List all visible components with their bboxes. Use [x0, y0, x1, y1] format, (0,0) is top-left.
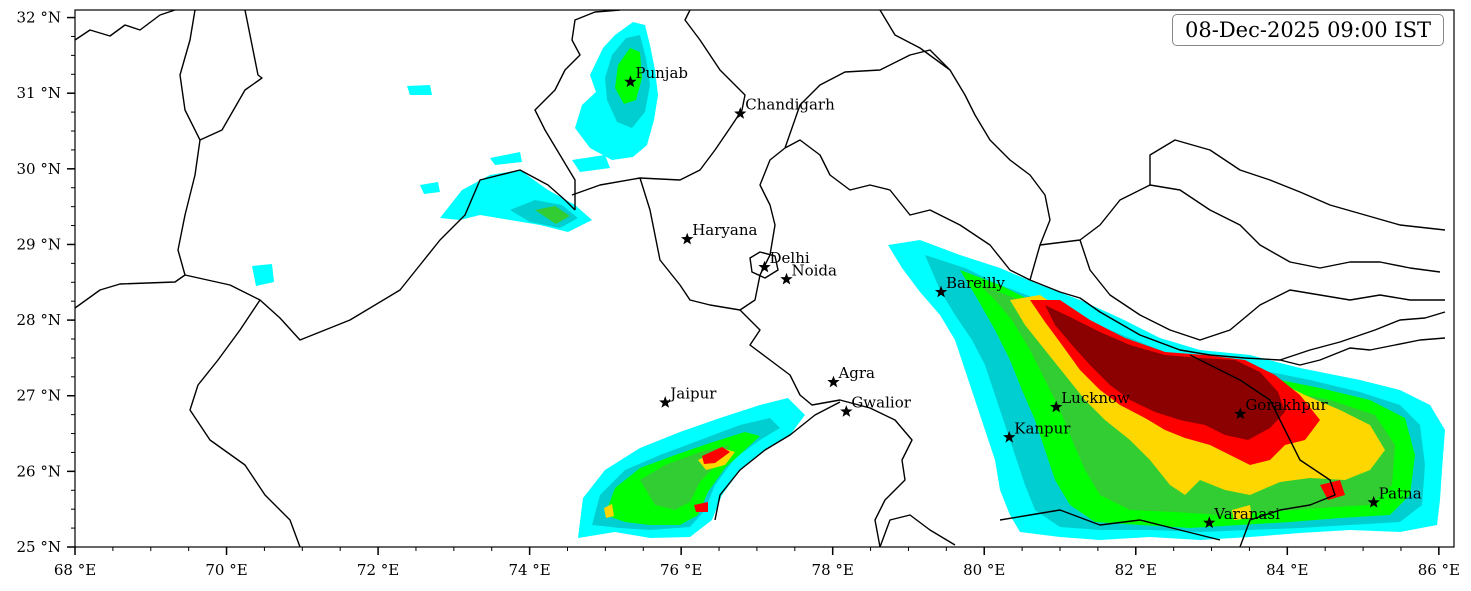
bihar-north — [1279, 337, 1446, 366]
city-star-icon — [758, 260, 771, 273]
nepal-internal-3 — [1149, 139, 1446, 231]
tibet-border — [879, 10, 951, 71]
precip-yellow-east-2 — [1330, 440, 1358, 462]
y-tick-label: 28 °N — [17, 311, 61, 329]
city-star-icon — [780, 272, 793, 285]
punjab-border — [534, 10, 621, 210]
chhattisgarh-border — [999, 509, 1221, 541]
x-tick-label: 70 °E — [205, 561, 247, 579]
precip-cyan-bit-4 — [252, 264, 274, 286]
city-star-icon — [1234, 407, 1247, 420]
precip-yellow-sw-2 — [604, 504, 614, 518]
city-label: Bareilly — [946, 274, 1005, 292]
haryana-border — [639, 139, 1031, 311]
city-label: Gwalior — [851, 394, 911, 412]
x-tick-label: 76 °E — [660, 561, 702, 579]
y-tick-label: 27 °N — [17, 387, 61, 405]
precip-cyan-bit-3 — [572, 155, 610, 172]
precip-cyan-bit-5 — [407, 85, 432, 95]
city-label: Lucknow — [1061, 389, 1130, 407]
city-label: Delhi — [770, 249, 810, 267]
x-tick-label: 86 °E — [1418, 561, 1460, 579]
precip-cyan-bit-2 — [490, 152, 522, 165]
mp-south-border — [879, 514, 956, 547]
state-border-gujarat — [189, 299, 301, 547]
city-star-icon — [1367, 495, 1380, 508]
city-label: Jaipur — [668, 385, 717, 403]
country-border-west-2 — [177, 10, 576, 341]
city-star-icon — [827, 375, 840, 388]
precip-green-strip — [535, 206, 570, 224]
x-tick-label: 74 °E — [508, 561, 550, 579]
x-tick-label: 82 °E — [1115, 561, 1157, 579]
city-label: Patna — [1379, 484, 1422, 502]
precip-darkred-east — [1045, 305, 1285, 440]
city-label: Gorakhpur — [1245, 396, 1328, 414]
precipitation-field — [252, 22, 1445, 540]
y-tick-label: 32 °N — [17, 9, 61, 27]
city-star-icon — [1203, 516, 1216, 529]
uttarakhand-border — [784, 49, 1051, 281]
nepal-internal-2 — [1079, 239, 1445, 341]
up-bihar-border — [1189, 354, 1336, 547]
y-tick-label: 30 °N — [17, 160, 61, 178]
x-tick-label: 84 °E — [1266, 561, 1308, 579]
city-label: Kanpur — [1014, 419, 1071, 437]
x-tick-label: 78 °E — [812, 561, 854, 579]
precip-yellow-east-3 — [1232, 505, 1252, 520]
y-tick-label: 25 °N — [17, 538, 61, 556]
y-tick-label: 31 °N — [17, 84, 61, 102]
city-label: Chandigarh — [745, 96, 835, 114]
boundary-lines — [75, 10, 1446, 547]
axis-ticks: 68 °E 70 °E 72 °E 74 °E 76 °E 78 °E 80 °E 82 °E… — [17, 9, 1460, 579]
country-border-southwest — [75, 274, 186, 309]
city-star-icon — [659, 396, 672, 408]
country-border-kashmir — [199, 10, 263, 141]
city-star-icon — [840, 405, 853, 417]
city-star-icon — [1003, 430, 1016, 443]
precip-cyan-bit-1 — [420, 182, 440, 194]
city-star-icon — [681, 232, 694, 245]
precip-green-punjab — [615, 48, 642, 104]
city-star-icon — [734, 107, 747, 119]
x-tick-label: 80 °E — [963, 561, 1005, 579]
city-label: Agra — [837, 364, 875, 382]
timestamp-label: 08-Dec-2025 09:00 IST — [1172, 14, 1444, 46]
precip-red-east-2 — [1320, 480, 1345, 500]
city-star-icon — [934, 285, 948, 298]
city-label: Noida — [791, 261, 837, 279]
city-star-icon — [624, 75, 637, 88]
y-tick-label: 29 °N — [17, 235, 61, 253]
x-tick-label: 72 °E — [357, 561, 399, 579]
city-label: Punjab — [635, 64, 688, 82]
precip-red-sw-2 — [694, 502, 708, 512]
precip-red-sw — [702, 447, 730, 464]
up-west-border — [739, 309, 913, 547]
delhi-border — [749, 251, 779, 279]
nepal-internal-1 — [1039, 184, 1441, 273]
country-border-west — [75, 10, 176, 41]
city-star-icon — [1050, 400, 1063, 413]
nepal-border — [1029, 279, 1446, 361]
rajasthan-mp-border — [714, 401, 841, 521]
city-label: Haryana — [692, 221, 757, 239]
map-frame — [74, 9, 1455, 548]
city-label: Varanasi — [1213, 505, 1280, 523]
y-tick-label: 26 °N — [17, 462, 61, 480]
x-tick-label: 68 °E — [54, 561, 96, 579]
